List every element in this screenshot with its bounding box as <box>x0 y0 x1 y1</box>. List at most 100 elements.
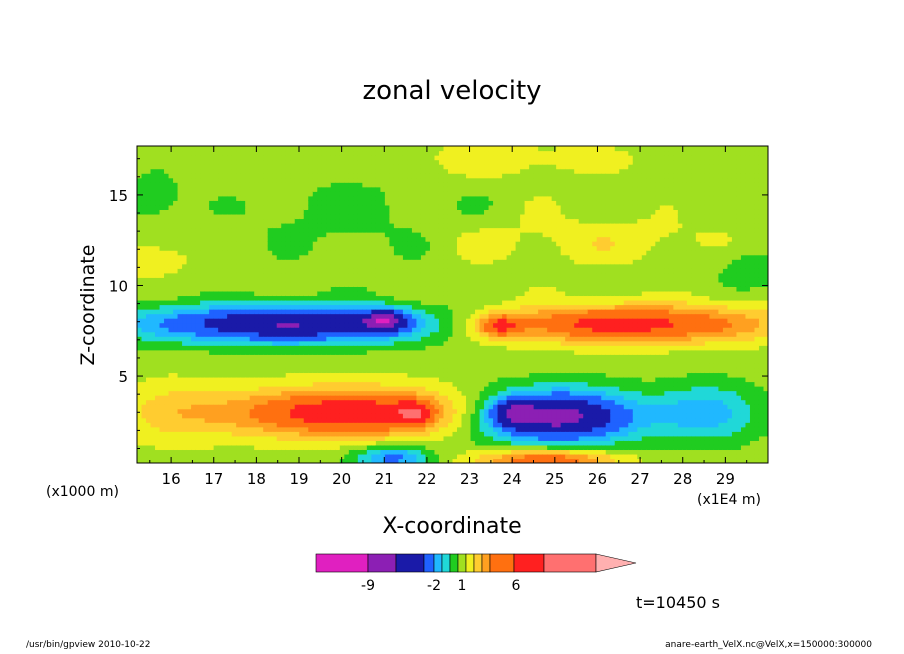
heatmap-cell <box>231 345 237 351</box>
heatmap-cell <box>384 213 390 220</box>
heatmap-cell <box>393 404 400 410</box>
heatmap-cell <box>191 286 197 292</box>
heatmap-cell <box>294 173 300 179</box>
heatmap-cell <box>371 376 377 383</box>
heatmap-cell <box>380 295 386 301</box>
heatmap-cell <box>380 222 386 229</box>
heatmap-cell <box>249 277 255 283</box>
heatmap-cell <box>218 213 224 220</box>
heatmap-cell <box>272 159 278 165</box>
heatmap-cell <box>141 250 147 256</box>
heatmap-cell <box>182 290 188 297</box>
heatmap-cell <box>416 413 422 419</box>
heatmap-cell <box>231 331 237 337</box>
heatmap-cell <box>249 354 255 360</box>
heatmap-cell <box>245 449 251 455</box>
heatmap-cell <box>222 173 228 179</box>
heatmap-cell <box>438 159 445 165</box>
heatmap-cell <box>227 177 233 183</box>
heatmap-cell <box>375 177 381 183</box>
heatmap-cell <box>366 259 372 265</box>
heatmap-cell <box>218 309 224 315</box>
heatmap-cell <box>182 195 188 201</box>
heatmap-cell <box>281 404 287 410</box>
heatmap-cell <box>285 195 291 201</box>
heatmap-cell <box>317 263 323 269</box>
heatmap-cell <box>393 218 400 224</box>
heatmap-cell <box>173 209 179 215</box>
heatmap-cell <box>416 213 422 220</box>
heatmap-cell <box>308 453 314 460</box>
heatmap-cell <box>249 186 255 192</box>
heatmap-cell <box>204 209 210 215</box>
heatmap-cell <box>407 245 413 251</box>
heatmap-cell <box>299 272 305 278</box>
heatmap-cell <box>362 404 368 410</box>
heatmap-cell <box>393 376 400 383</box>
heatmap-cell <box>227 340 233 346</box>
heatmap-cell <box>150 245 156 251</box>
heatmap-cell <box>348 358 354 364</box>
heatmap-cell <box>155 222 161 229</box>
heatmap-cell <box>425 358 431 364</box>
heatmap-cell <box>294 286 300 292</box>
heatmap-cell <box>335 313 341 319</box>
heatmap-cell <box>200 345 206 351</box>
heatmap-cell <box>434 426 440 432</box>
heatmap-cell <box>182 404 188 410</box>
heatmap-cell <box>146 191 152 197</box>
heatmap-cell <box>317 146 323 152</box>
heatmap-cell <box>245 286 251 292</box>
heatmap-cell <box>195 358 201 364</box>
heatmap-cell <box>227 191 233 197</box>
heatmap-cell <box>389 422 395 428</box>
heatmap-cell <box>321 381 327 387</box>
heatmap-cell <box>380 227 386 233</box>
heatmap-cell <box>191 222 197 229</box>
heatmap-cell <box>402 318 409 324</box>
heatmap-cell <box>384 250 390 256</box>
heatmap-cell <box>141 168 147 174</box>
heatmap-cell <box>227 322 233 328</box>
heatmap-cell <box>452 259 458 265</box>
heatmap-cell <box>447 155 454 161</box>
heatmap-cell <box>353 150 359 156</box>
heatmap-cell <box>227 327 233 333</box>
heatmap-cell <box>447 340 454 346</box>
heatmap-cell <box>195 191 201 197</box>
heatmap-cell <box>407 444 413 451</box>
heatmap-cell <box>362 304 368 310</box>
heatmap-cell <box>263 200 269 206</box>
heatmap-cell <box>294 245 300 251</box>
heatmap-cell <box>371 272 377 278</box>
heatmap-cell <box>344 340 350 346</box>
heatmap-cell <box>177 363 183 369</box>
heatmap-cell <box>321 322 327 328</box>
heatmap-cell <box>290 453 296 460</box>
heatmap-cell <box>290 236 296 242</box>
heatmap-cell <box>393 241 400 247</box>
heatmap-cell <box>380 272 386 278</box>
heatmap-cell <box>371 200 377 206</box>
heatmap-cell <box>159 227 165 233</box>
heatmap-cell <box>384 413 390 419</box>
heatmap-cell <box>164 232 170 238</box>
heatmap-cell <box>267 358 273 364</box>
heatmap-cell <box>285 177 291 183</box>
heatmap-cell <box>420 417 427 423</box>
heatmap-cell <box>398 336 404 342</box>
heatmap-cell <box>380 200 386 206</box>
heatmap-cell <box>231 268 237 274</box>
heatmap-cell <box>240 453 246 460</box>
heatmap-cell <box>344 309 350 315</box>
heatmap-cell <box>380 204 386 210</box>
heatmap-cell <box>452 440 458 446</box>
heatmap-cell <box>380 155 386 161</box>
heatmap-cell <box>227 182 233 188</box>
heatmap-cell <box>407 349 413 355</box>
heatmap-cell <box>267 232 273 238</box>
heatmap-cell <box>245 263 251 269</box>
heatmap-cell <box>362 390 368 396</box>
heatmap-cell <box>429 390 436 396</box>
heatmap-cell <box>240 272 246 278</box>
